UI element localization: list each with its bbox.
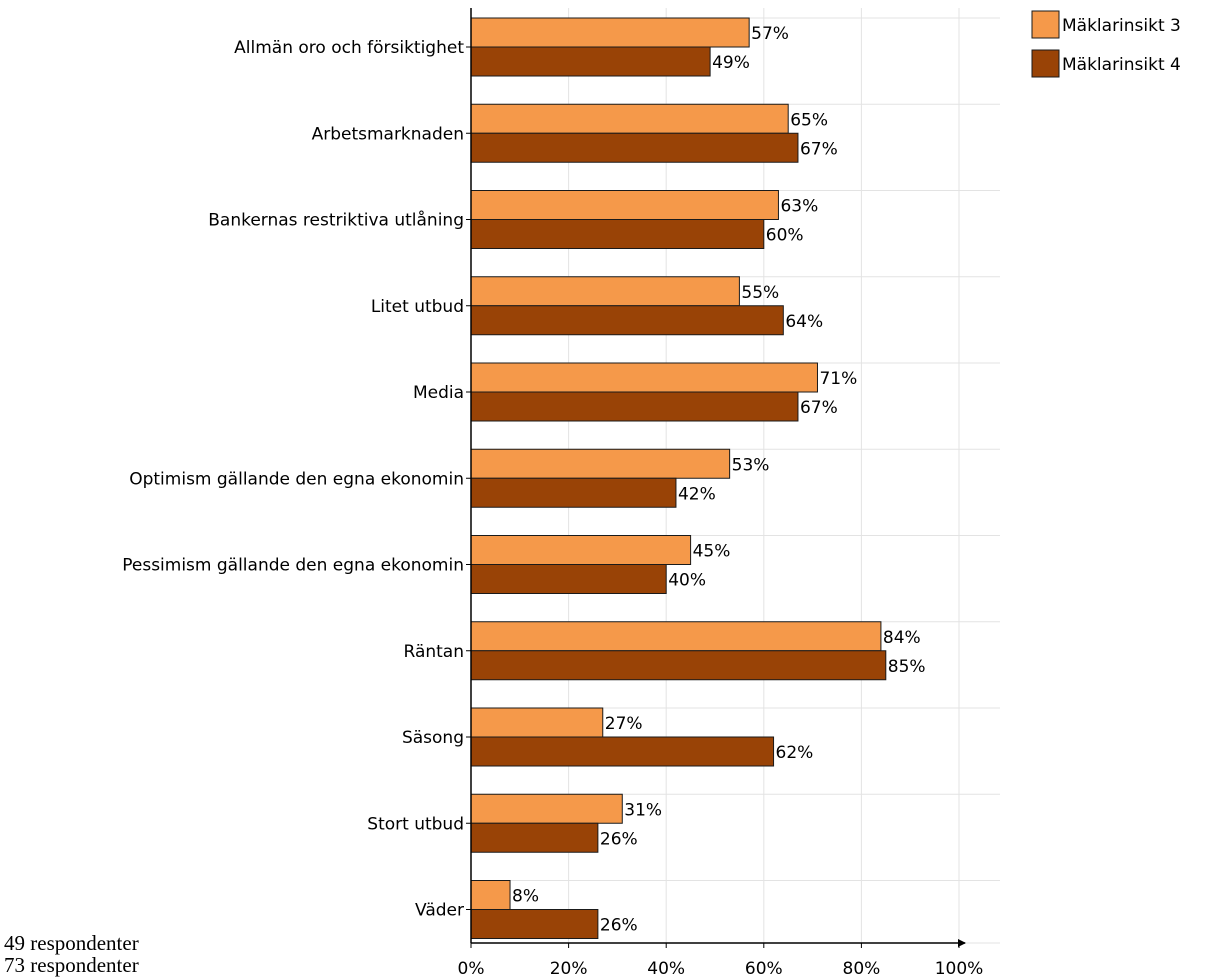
- data-label: 57%: [751, 24, 789, 44]
- category-label: Räntan: [404, 642, 465, 662]
- respondents-note-2: 73 respondenter: [4, 953, 139, 977]
- bar: [470, 305, 784, 336]
- data-label: 26%: [600, 916, 638, 936]
- category-label: Säsong: [402, 728, 464, 748]
- data-label: 71%: [819, 369, 857, 389]
- legend-swatch: [1031, 49, 1060, 78]
- bar: [470, 822, 599, 853]
- bar: [470, 46, 711, 77]
- x-axis-arrow: [958, 939, 966, 947]
- bar: [470, 793, 623, 824]
- bar: [470, 190, 779, 220]
- data-label: 85%: [888, 657, 926, 677]
- x-tick-label: 40%: [647, 959, 685, 979]
- category-label: Pessimism gällande den egna ekonomin: [122, 556, 464, 576]
- axes: [466, 8, 966, 948]
- data-label: 65%: [790, 110, 828, 130]
- bar: [470, 448, 731, 479]
- category-label: Arbetsmarknaden: [312, 124, 464, 144]
- bar: [470, 736, 775, 767]
- legend: Mäklarinsikt 3 Mäklarinsikt 4: [1031, 10, 1181, 78]
- data-label: 31%: [624, 800, 662, 820]
- data-label: 62%: [776, 743, 814, 763]
- bar: [470, 707, 604, 738]
- bar: [470, 103, 789, 134]
- category-label: Litet utbud: [371, 297, 464, 317]
- legend-label: Mäklarinsikt 4: [1062, 55, 1181, 75]
- bar: [470, 650, 887, 681]
- bar: [470, 276, 740, 307]
- x-tick-label: 60%: [745, 959, 783, 979]
- legend-label: Mäklarinsikt 3: [1062, 16, 1181, 36]
- bar: [470, 535, 692, 565]
- data-label: 63%: [780, 197, 818, 217]
- data-label: 53%: [732, 455, 770, 475]
- data-label: 49%: [712, 53, 750, 73]
- legend-swatch: [1031, 10, 1060, 39]
- bar: [470, 909, 599, 939]
- bar: [470, 17, 750, 48]
- bar: [470, 391, 799, 422]
- data-label: 55%: [741, 283, 779, 303]
- data-label: 64%: [785, 312, 823, 332]
- category-label: Väder: [415, 901, 464, 921]
- bar: [470, 880, 511, 910]
- data-label: 40%: [668, 571, 706, 591]
- data-label: 67%: [800, 398, 838, 418]
- x-tick-label: 0%: [458, 959, 485, 979]
- bar: [470, 477, 677, 508]
- x-tick-label: 100%: [935, 959, 984, 979]
- data-label: 27%: [605, 714, 643, 734]
- data-label: 42%: [678, 484, 716, 504]
- category-label: Optimism gällande den egna ekonomin: [129, 469, 464, 489]
- bar: [470, 132, 799, 163]
- bars: [470, 17, 887, 939]
- category-label: Bankernas restriktiva utlåning: [208, 210, 464, 231]
- category-labels: Allmän oro och försiktighet Arbetsmarknad…: [122, 38, 464, 921]
- data-label: 67%: [800, 139, 838, 159]
- x-tick-label: 20%: [550, 959, 588, 979]
- data-label: 26%: [600, 829, 638, 849]
- data-label: 84%: [883, 628, 921, 648]
- bar: [470, 219, 765, 249]
- value-labels: 57%49% 65% 67% 63% 60% 55% 64% 71% 67% 53% 42% 45% 4…: [512, 24, 926, 936]
- bar: [470, 621, 882, 652]
- x-tick-labels: 0% 20% 40% 60% 80% 100%: [458, 959, 984, 979]
- bar: [470, 362, 818, 393]
- x-tick-label: 80%: [843, 959, 881, 979]
- category-label: Media: [413, 383, 464, 403]
- data-label: 45%: [693, 542, 731, 562]
- bar: [470, 564, 667, 594]
- category-label: Stort utbud: [367, 814, 464, 834]
- respondents-note-1: 49 respondenter: [4, 931, 139, 955]
- category-label: Allmän oro och försiktighet: [234, 38, 464, 58]
- data-label: 8%: [512, 887, 539, 907]
- data-label: 60%: [766, 226, 804, 246]
